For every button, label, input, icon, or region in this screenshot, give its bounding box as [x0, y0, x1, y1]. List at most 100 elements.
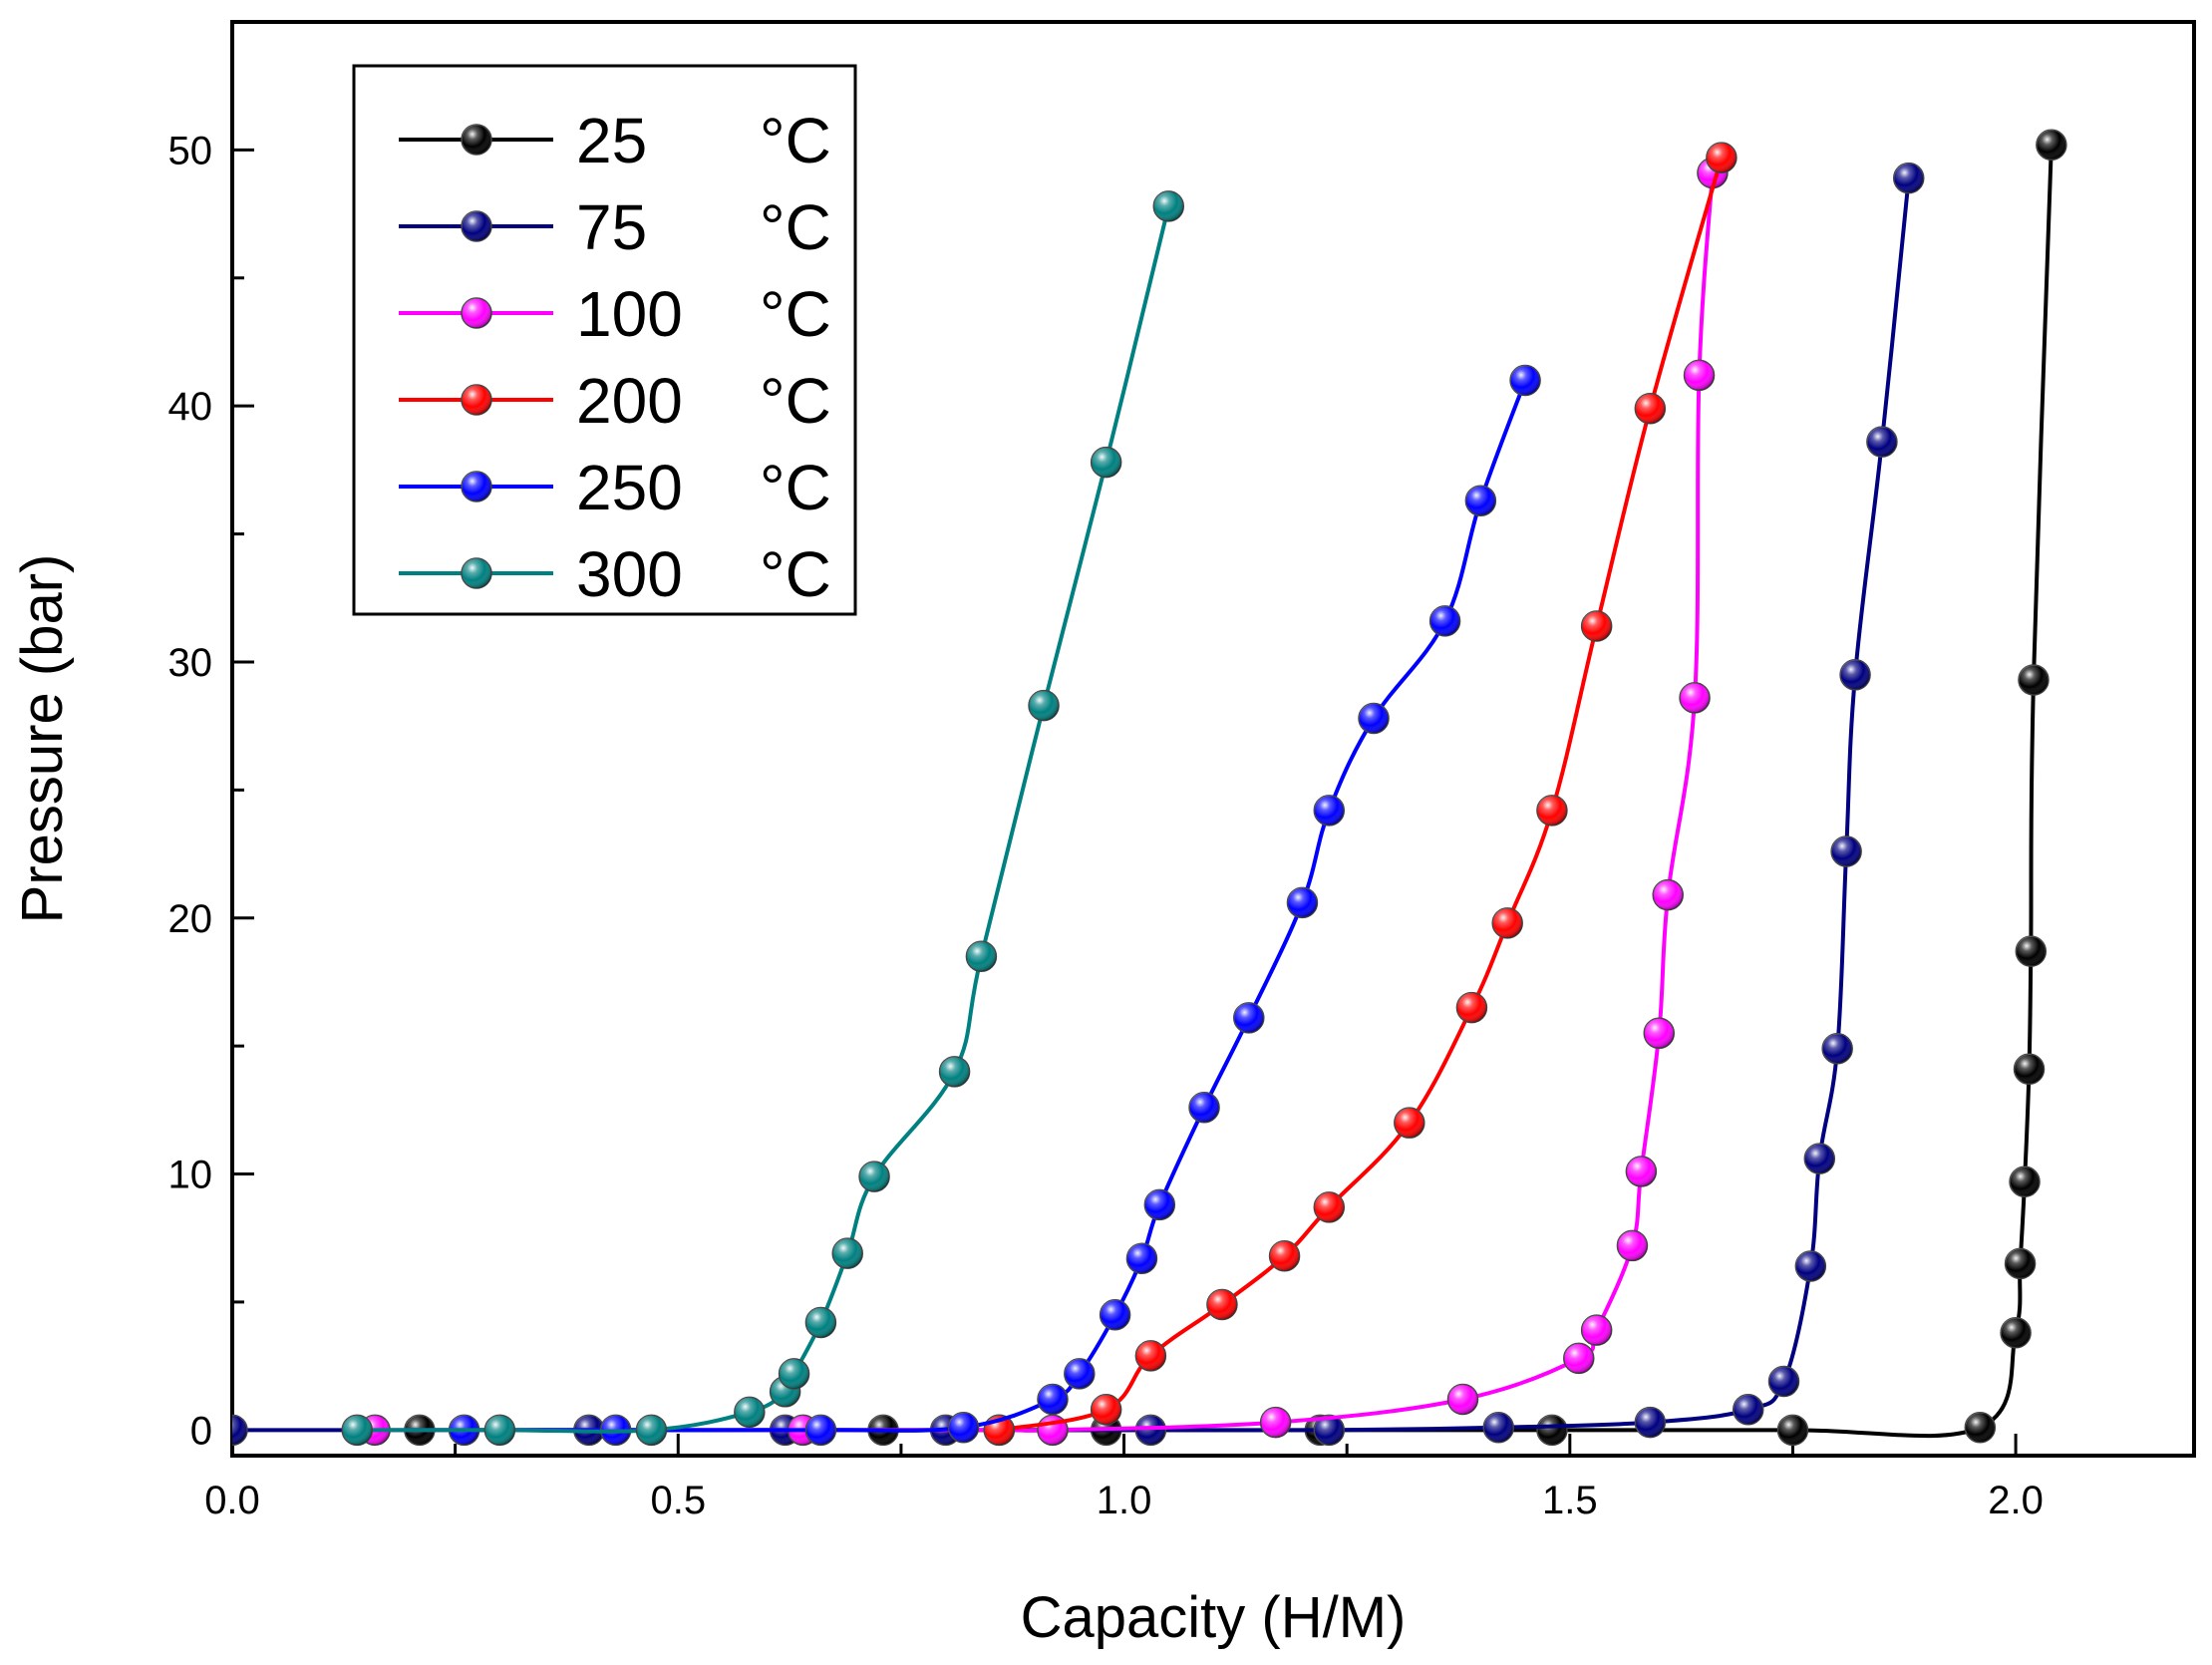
data-point — [1313, 795, 1346, 827]
data-point — [1286, 886, 1319, 919]
data-point — [1776, 1414, 1809, 1447]
legend: 25 °C 75 °C 100 °C 200 °C 250 °C 300 °C — [352, 64, 857, 616]
data-point — [1428, 605, 1461, 637]
x-tick-label: 0.0 — [204, 1479, 260, 1522]
data-point — [1134, 1340, 1167, 1372]
legend-unit: °C — [760, 278, 831, 350]
data-point — [804, 1306, 837, 1339]
legend-box — [352, 64, 857, 616]
x-axis: 0.0 0.5 1.0 1.5 2.0 — [204, 1434, 2044, 1522]
data-point — [1090, 1394, 1122, 1426]
data-point — [1099, 1299, 1131, 1331]
data-point — [1064, 1358, 1096, 1390]
data-point — [1536, 795, 1568, 827]
legend-marker — [461, 557, 492, 589]
y-axis: 0 10 20 30 40 50 — [168, 129, 254, 1453]
data-point — [2013, 1053, 2046, 1086]
data-point — [1090, 446, 1122, 479]
data-point — [965, 940, 998, 973]
legend-entry: 250 °C — [399, 452, 831, 523]
data-point — [1134, 1414, 1167, 1447]
data-point — [1839, 659, 1871, 691]
data-point — [1152, 190, 1185, 222]
data-point — [1446, 1383, 1479, 1416]
data-point — [1821, 1032, 1853, 1065]
data-point — [804, 1414, 837, 1447]
data-point — [2018, 664, 2050, 696]
data-point — [2015, 935, 2048, 967]
data-point — [232, 1414, 248, 1447]
legend-entry: 300 °C — [399, 538, 831, 610]
legend-entry: 75 °C — [399, 191, 831, 263]
data-point — [1683, 359, 1716, 392]
data-point — [1580, 1314, 1613, 1346]
legend-marker — [461, 384, 492, 416]
y-tick-label: 10 — [168, 1154, 213, 1197]
data-point — [1313, 1414, 1346, 1447]
series-layer — [232, 129, 2067, 1447]
legend-unit: °C — [760, 365, 831, 437]
data-point — [938, 1056, 971, 1088]
legend-entry: 25 °C — [399, 105, 831, 176]
data-point — [1143, 1188, 1176, 1221]
y-tick-label: 30 — [168, 641, 213, 685]
legend-label: 100 — [576, 278, 683, 350]
data-point — [1536, 1414, 1568, 1447]
plot-frame — [230, 20, 2196, 1458]
legend-entry: 100 °C — [399, 278, 831, 350]
data-point — [1706, 142, 1738, 173]
data-point — [1964, 1412, 1997, 1444]
data-point — [1652, 878, 1684, 911]
data-point — [858, 1161, 890, 1192]
series-250 — [448, 364, 1541, 1447]
data-point — [1358, 702, 1390, 735]
data-point — [1394, 1107, 1425, 1139]
data-point — [2036, 129, 2067, 162]
data-point — [1206, 1288, 1238, 1321]
data-point — [1732, 1394, 1764, 1426]
legend-label: 300 — [576, 538, 683, 610]
legend-unit: °C — [760, 538, 831, 610]
data-point — [2009, 1166, 2041, 1197]
data-point — [635, 1414, 668, 1447]
data-point — [1188, 1092, 1220, 1124]
data-point — [1563, 1342, 1595, 1375]
data-point — [1125, 1242, 1158, 1275]
legend-label: 250 — [576, 452, 683, 523]
data-point — [1803, 1143, 1836, 1174]
data-point — [947, 1412, 980, 1444]
legend-entry: 200 °C — [399, 365, 831, 437]
data-point — [1313, 1191, 1346, 1223]
x-tick-label: 1.5 — [1542, 1479, 1598, 1522]
data-point — [1892, 162, 1925, 194]
x-tick-label: 2.0 — [1988, 1479, 2044, 1522]
data-point — [1491, 907, 1523, 939]
data-point — [1268, 1239, 1301, 1272]
data-point — [1634, 392, 1667, 425]
data-point — [1259, 1406, 1292, 1439]
series-line — [998, 157, 1724, 1433]
legend-unit: °C — [760, 191, 831, 263]
data-point — [1464, 485, 1497, 516]
data-point — [341, 1414, 373, 1447]
legend-marker — [461, 471, 492, 502]
legend-unit: °C — [760, 452, 831, 523]
y-tick-label: 0 — [190, 1409, 212, 1453]
data-point — [1455, 991, 1488, 1024]
data-point — [1625, 1156, 1658, 1187]
y-tick-label: 40 — [168, 385, 213, 429]
data-point — [1509, 364, 1541, 397]
legend-label: 25 — [576, 105, 647, 176]
data-point — [2004, 1247, 2037, 1280]
legend-marker — [461, 210, 492, 242]
legend-unit: °C — [760, 105, 831, 176]
y-tick-label: 20 — [168, 897, 213, 941]
data-point — [1643, 1017, 1676, 1050]
data-point — [831, 1237, 863, 1269]
legend-label: 200 — [576, 365, 683, 437]
data-point — [1482, 1412, 1515, 1444]
data-point — [1580, 610, 1613, 642]
data-point — [1037, 1383, 1069, 1416]
data-point — [1866, 426, 1898, 458]
